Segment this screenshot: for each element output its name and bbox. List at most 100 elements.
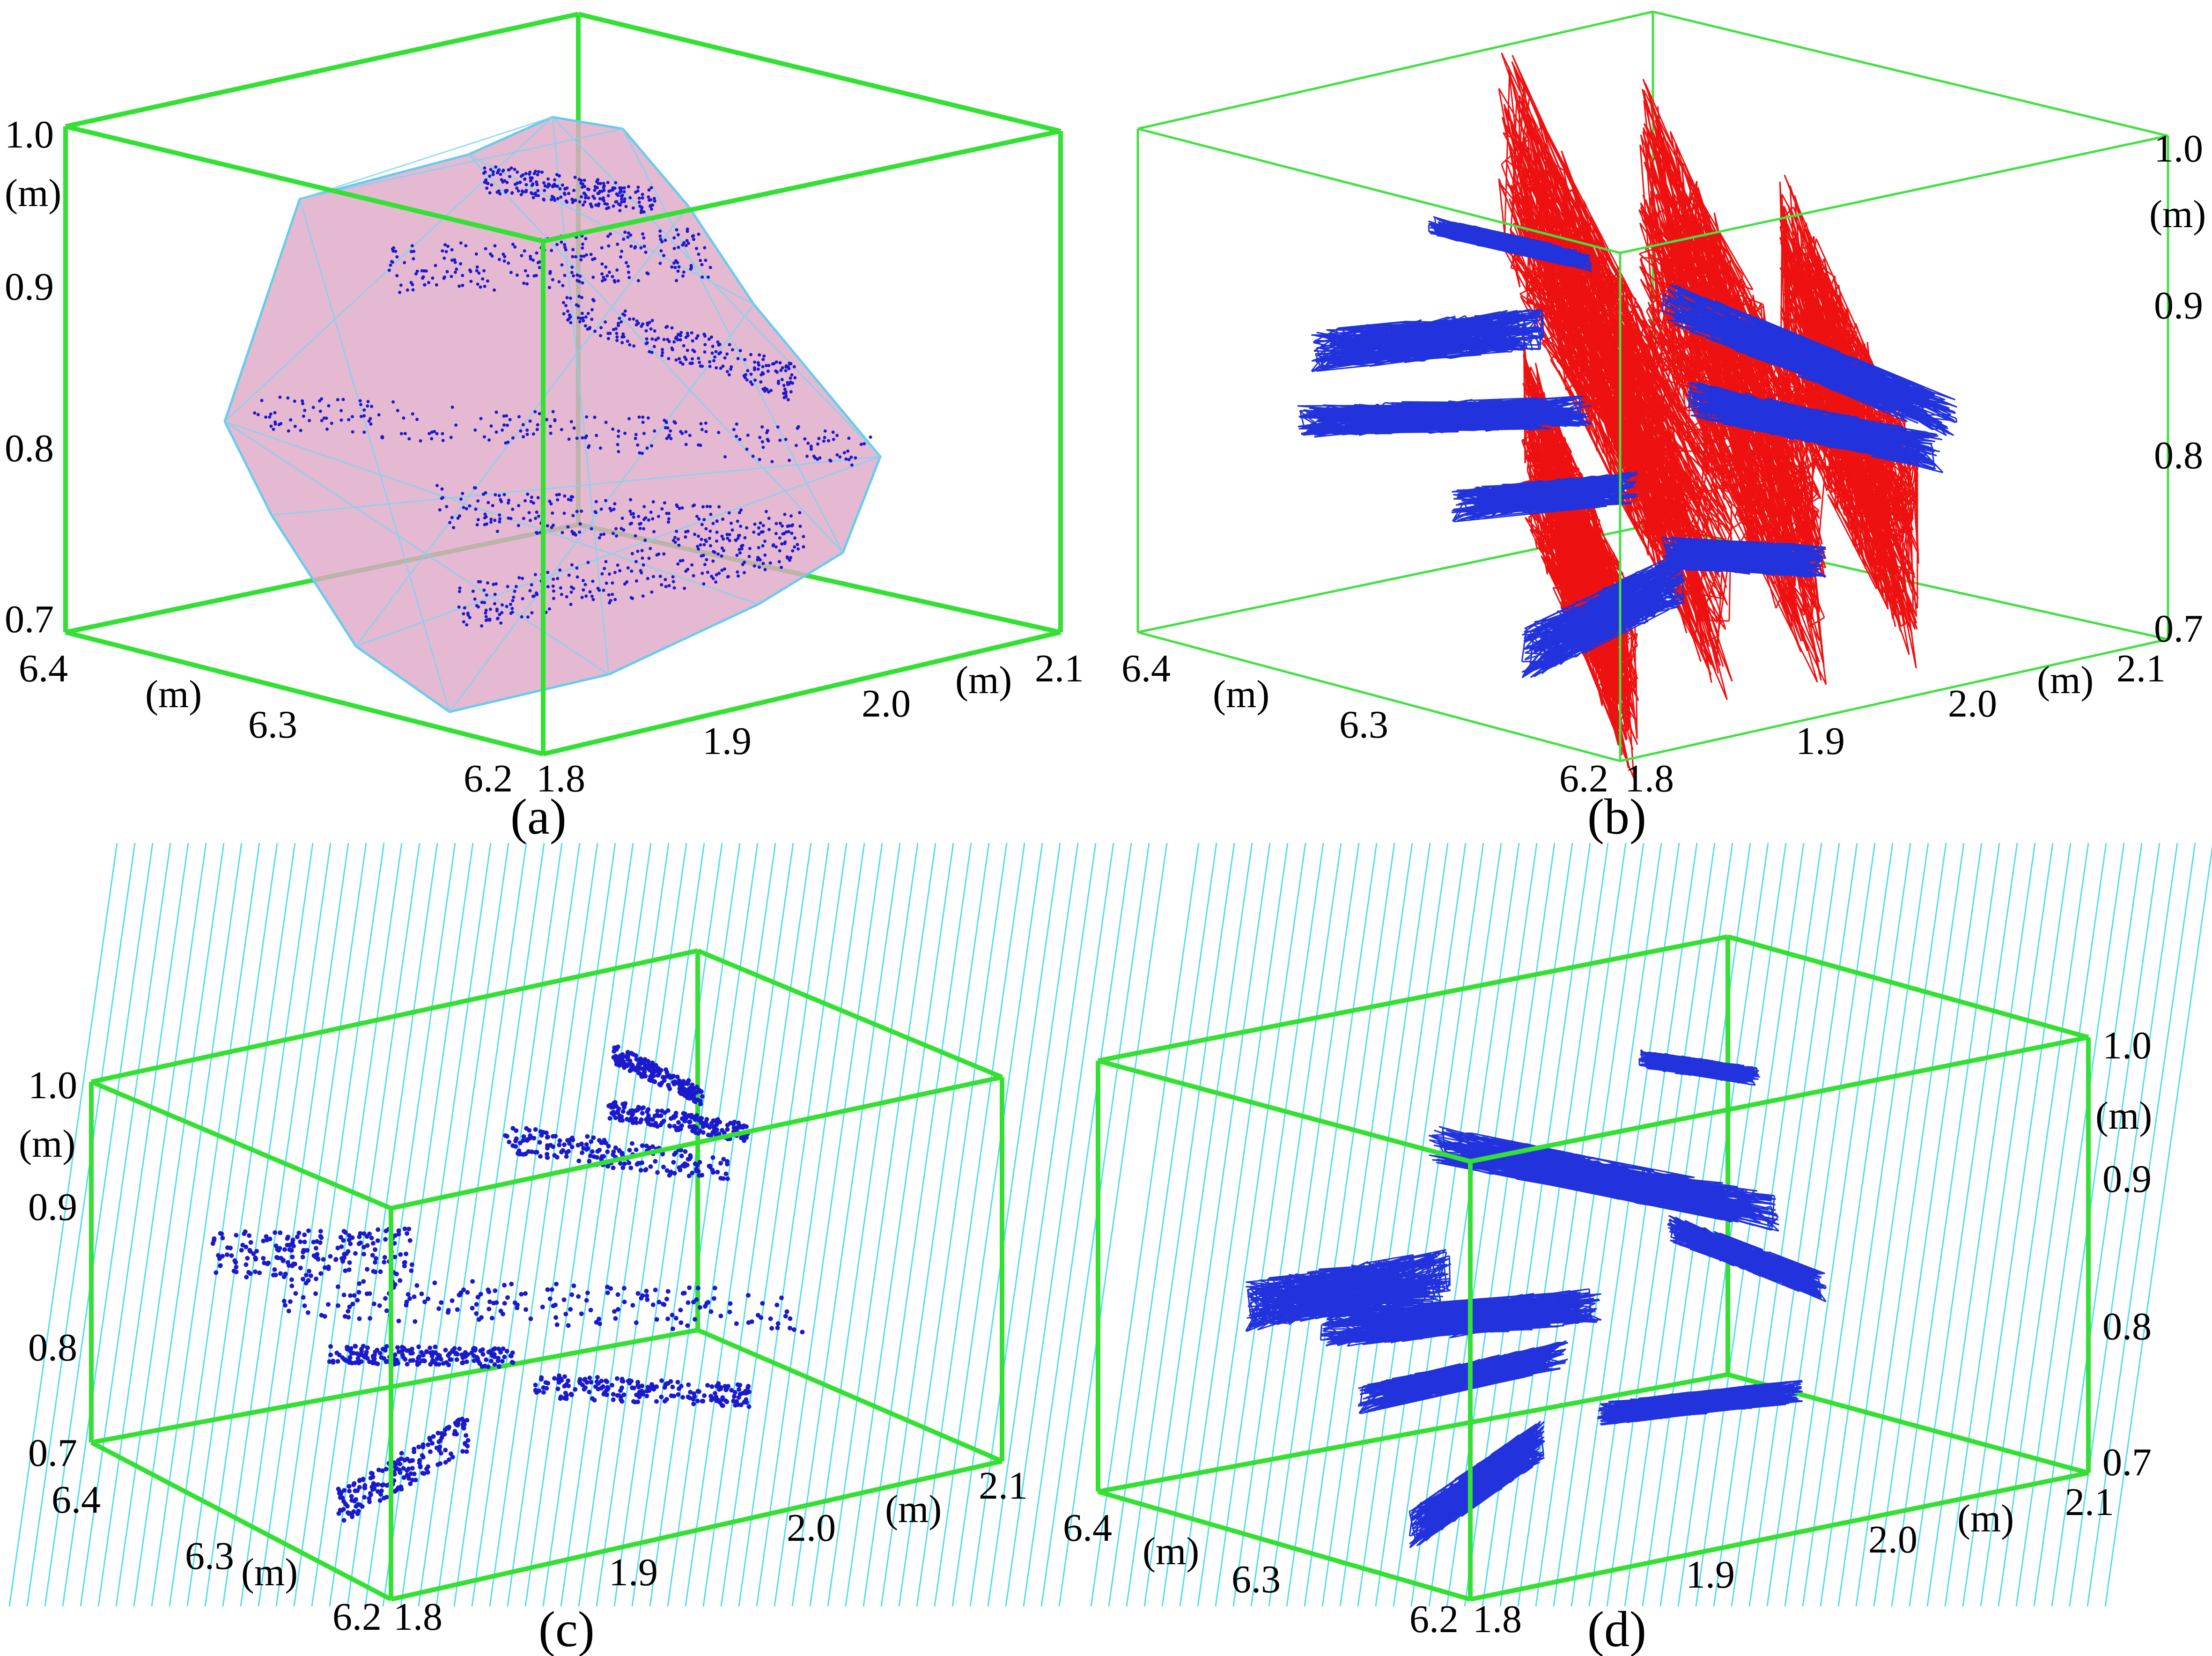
- cloud-point: [641, 415, 645, 419]
- cloud-point: [581, 203, 585, 207]
- mesh-edge: [1615, 282, 1634, 420]
- cloud-point: [695, 515, 699, 518]
- cloud-point: [581, 436, 584, 440]
- cloud-point: [272, 428, 275, 431]
- cloud-point: [534, 517, 538, 520]
- cloud-point: [535, 180, 538, 184]
- cloud-point: [596, 192, 600, 195]
- cloud-point: [459, 262, 463, 266]
- cloud-point: [702, 333, 706, 336]
- mesh-edge: [1526, 125, 1587, 259]
- cloud-point: [636, 443, 640, 447]
- mesh-edge: [1673, 380, 1688, 412]
- cloud-point: [632, 344, 636, 348]
- cloud-point: [535, 510, 538, 514]
- cloud-point: [725, 370, 729, 373]
- cloud-point: [627, 185, 630, 188]
- cloud-point: [572, 587, 575, 591]
- mesh-edge: [1511, 255, 1555, 335]
- cloud-point: [563, 494, 567, 498]
- cloud-point: [680, 432, 684, 436]
- cloud-point: [781, 532, 785, 536]
- cloud-point: [737, 547, 741, 551]
- cloud-point: [489, 520, 493, 524]
- cloud-point: [649, 186, 653, 190]
- mesh-edge: [1712, 234, 1750, 546]
- cloud-point: [506, 440, 510, 444]
- cloud-point: [763, 553, 767, 557]
- cloud-point: [711, 345, 715, 348]
- cloud-point: [604, 499, 608, 503]
- cloud-point: [572, 274, 575, 278]
- cloud-point: [704, 259, 708, 262]
- cloud-point: [448, 521, 452, 525]
- cloud-point: [763, 540, 767, 543]
- mesh-edge: [1806, 284, 1829, 342]
- z-tick-0-9: 0.9: [5, 265, 54, 309]
- cloud-point: [495, 530, 499, 533]
- cloud-point: [658, 234, 662, 238]
- mesh-edge: [1781, 194, 1787, 325]
- cloud-point: [713, 355, 717, 359]
- cloud-point: [528, 419, 532, 423]
- cloud-point: [588, 325, 592, 329]
- cloud-point: [723, 567, 726, 571]
- cloud-point: [675, 228, 678, 232]
- cloud-point: [613, 502, 617, 506]
- mesh-edge: [1508, 66, 1535, 310]
- cloud-point: [742, 374, 746, 377]
- cloud-point: [581, 242, 584, 246]
- cloud-point: [442, 276, 446, 280]
- cloud-point: [745, 447, 749, 451]
- mesh-edge: [1652, 244, 1680, 370]
- cloud-point: [619, 197, 623, 201]
- cloud-point: [615, 339, 619, 342]
- cloud-point: [778, 549, 782, 553]
- cloud-point: [591, 298, 595, 302]
- cloud-point: [623, 582, 627, 586]
- cloud-point: [618, 569, 622, 573]
- cloud-point: [567, 437, 571, 441]
- cloud-point: [536, 189, 540, 192]
- cloud-point: [788, 558, 791, 562]
- cloud-point: [664, 325, 668, 329]
- mesh-edge: [1518, 84, 1525, 174]
- cloud-point: [796, 543, 799, 547]
- cloud-point: [604, 421, 608, 424]
- cloud-point: [577, 280, 581, 283]
- cloud-point: [682, 270, 686, 274]
- cloud-point: [479, 580, 482, 584]
- cloud-point: [535, 592, 539, 596]
- cloud-point: [450, 406, 454, 409]
- cloud-point: [703, 246, 707, 250]
- cloud-point: [420, 269, 424, 273]
- cloud-point: [648, 350, 651, 354]
- cloud-point: [650, 318, 654, 322]
- cloud-point: [693, 350, 696, 354]
- cloud-point: [789, 390, 793, 394]
- cloud-point: [661, 351, 664, 355]
- cloud-point: [762, 354, 766, 358]
- mesh-edge: [1639, 144, 1659, 369]
- cloud-point: [615, 268, 619, 272]
- cloud-point: [597, 536, 601, 540]
- cloud-point: [646, 577, 649, 580]
- cloud-point: [498, 520, 501, 524]
- cloud-point: [722, 549, 725, 553]
- cloud-point: [756, 367, 760, 371]
- cloud-point: [854, 456, 857, 460]
- cloud-point: [700, 571, 704, 575]
- cloud-point: [602, 199, 605, 202]
- cloud-point: [441, 432, 444, 436]
- cloud-point: [570, 271, 574, 274]
- cloud-point: [629, 233, 633, 237]
- cloud-point: [803, 437, 807, 441]
- cloud-point: [789, 514, 793, 518]
- cloud-point: [489, 424, 493, 428]
- cloud-point: [637, 415, 641, 419]
- cloud-point: [715, 539, 718, 543]
- cloud-point: [468, 268, 472, 272]
- cloud-point: [721, 364, 725, 368]
- cloud-point: [465, 623, 469, 627]
- cloud-point: [494, 165, 498, 169]
